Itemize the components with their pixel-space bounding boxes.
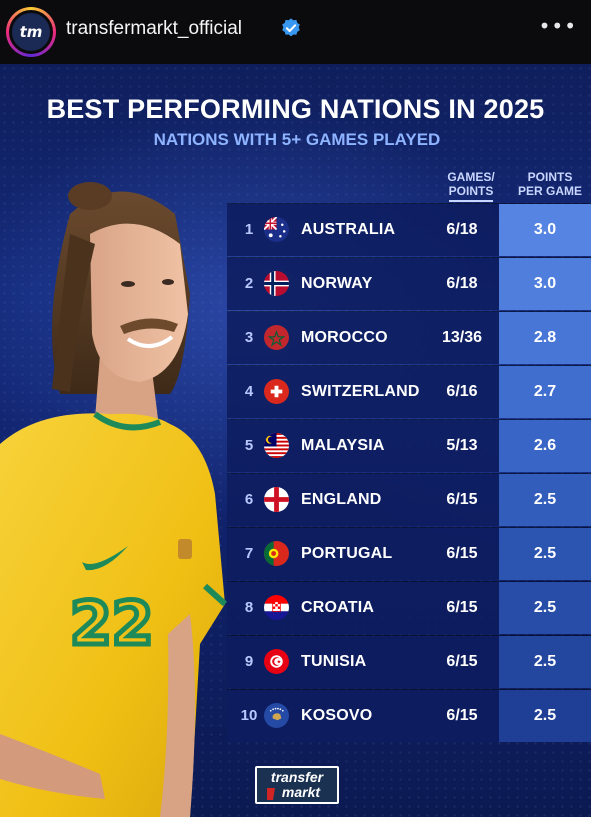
row-rank: 8: [244, 599, 254, 616]
column-header-ppg-line1: POINTS: [527, 170, 573, 184]
row-country: AUSTRALIA: [301, 221, 396, 238]
row-points-per-game: 2.6: [533, 437, 557, 454]
malaysia-flag-icon: [264, 433, 289, 458]
row-games-points: 6/15: [446, 545, 478, 562]
row-country: SWITZERLAND: [301, 383, 420, 400]
row-points-per-game: 2.5: [533, 545, 557, 562]
row-country: CROATIA: [301, 599, 375, 616]
column-header-games-line1: GAMES/: [447, 170, 495, 184]
table-row: 6 ENGLAND 6/15 2.5: [227, 473, 591, 527]
row-rank: 7: [244, 545, 254, 562]
graphic-subtitle: NATIONS WITH 5+ GAMES PLAYED: [153, 130, 441, 149]
transfermarkt-logo: transfer markt: [255, 766, 339, 804]
row-rank: 3: [244, 329, 254, 346]
row-rank: 2: [244, 275, 254, 292]
row-rank: 6: [244, 491, 254, 508]
portugal-flag-icon: [264, 541, 289, 566]
row-country: MALAYSIA: [301, 437, 385, 454]
row-country: TUNISIA: [301, 653, 367, 670]
row-points-per-game: 3.0: [533, 221, 557, 238]
row-points-per-game: 2.5: [533, 653, 557, 670]
logo-text-line2: markt: [282, 784, 321, 800]
row-rank: 5: [244, 437, 254, 454]
row-games-points: 6/18: [446, 221, 478, 238]
australia-flag-icon: [264, 217, 289, 242]
row-points-per-game: 2.7: [533, 383, 557, 400]
table-row: 10 KOSOVO 6/15 2.5: [227, 689, 591, 743]
story-ring[interactable]: tm: [6, 7, 56, 57]
table-row: 8 CROATIA 6/15 2.5: [227, 581, 591, 635]
table-row: 4 SWITZERLAND 6/16 2.7: [227, 365, 591, 419]
column-header-games-line2: POINTS: [448, 184, 494, 198]
post-header: tm transfermarkt_official •••: [0, 0, 591, 64]
table-row: 9 TUNISIA 6/15 2.5: [227, 635, 591, 689]
graphic-title: BEST PERFORMING NATIONS IN 2025: [46, 94, 545, 124]
row-country: PORTUGAL: [301, 545, 393, 562]
row-country: NORWAY: [301, 275, 373, 292]
more-options-icon[interactable]: •••: [538, 14, 577, 38]
username-link[interactable]: transfermarkt_official: [66, 18, 242, 39]
row-country: MOROCCO: [301, 329, 388, 346]
table-row: 7 PORTUGAL 6/15 2.5: [227, 527, 591, 581]
switzerland-flag-icon: [264, 379, 289, 404]
table-row: 3 MOROCCO 13/36 2.8: [227, 311, 591, 365]
table-row: 2 NORWAY 6/18 3.0: [227, 257, 591, 311]
row-rank: 1: [244, 221, 254, 238]
row-rank: 9: [244, 653, 254, 670]
kosovo-flag-icon: [264, 703, 289, 728]
norway-flag-icon: [264, 271, 289, 296]
row-games-points: 6/15: [446, 491, 478, 508]
row-games-points: 6/15: [446, 599, 478, 616]
post-image: BEST PERFORMING NATIONS IN 2025 NATIONS …: [0, 64, 591, 817]
croatia-flag-icon: [264, 595, 289, 620]
column-header-underline: [449, 200, 493, 202]
avatar[interactable]: tm: [9, 10, 53, 54]
ranking-table: 1 AUSTRALIA 6/18 3.0 2 NORWAY 6/18 3.0 3: [227, 203, 591, 743]
row-points-per-game: 2.5: [533, 707, 557, 724]
table-row: 1 AUSTRALIA 6/18 3.0: [227, 203, 591, 257]
row-games-points: 6/16: [446, 383, 478, 400]
row-games-points: 13/36: [441, 329, 483, 346]
shirt-number: 22: [70, 589, 154, 659]
row-country: KOSOVO: [301, 707, 373, 724]
row-rank: 10: [240, 707, 258, 724]
row-points-per-game: 3.0: [533, 275, 557, 292]
row-games-points: 5/13: [446, 437, 478, 454]
tunisia-flag-icon: [264, 649, 289, 674]
logo-text-line1: transfer: [271, 769, 325, 785]
england-flag-icon: [264, 487, 289, 512]
table-row: 5 MALAYSIA 5/13 2.6: [227, 419, 591, 473]
row-points-per-game: 2.5: [533, 491, 557, 508]
verified-badge-icon: [282, 18, 300, 37]
column-header-points-per-game: POINTS PER GAME: [510, 170, 590, 198]
row-points-per-game: 2.5: [533, 599, 557, 616]
row-country: ENGLAND: [301, 491, 382, 508]
column-header-games-points: GAMES/ POINTS: [436, 170, 506, 202]
row-games-points: 6/15: [446, 653, 478, 670]
row-games-points: 6/15: [446, 707, 478, 724]
player-photo: 22: [0, 182, 228, 817]
row-points-per-game: 2.8: [533, 329, 557, 346]
column-header-ppg-line2: PER GAME: [517, 184, 582, 198]
morocco-flag-icon: [264, 325, 289, 350]
row-rank: 4: [244, 383, 254, 400]
row-games-points: 6/18: [446, 275, 478, 292]
